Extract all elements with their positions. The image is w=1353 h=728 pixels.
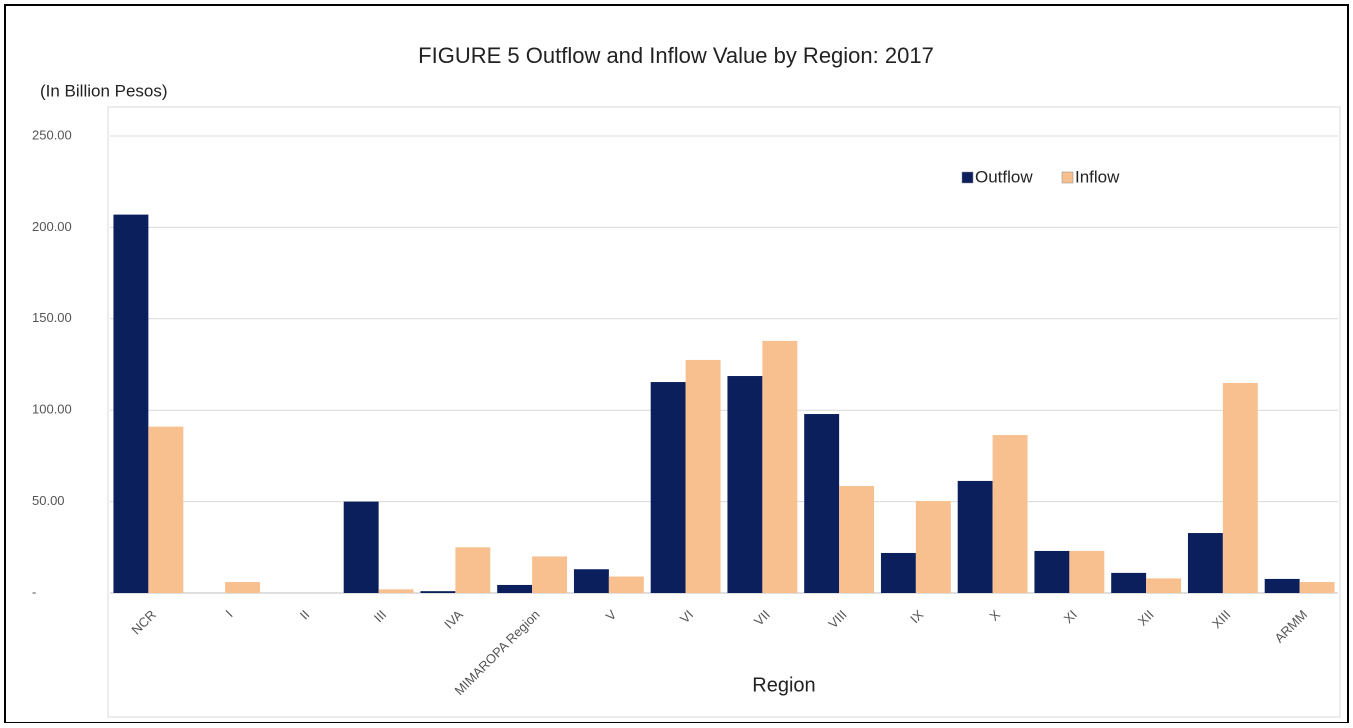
bar <box>685 359 721 593</box>
bar <box>225 582 261 593</box>
y-tick-label: 100.00 <box>32 402 72 417</box>
bar <box>1264 578 1300 593</box>
x-tick-label: MIMAROPA Region <box>452 607 543 698</box>
y-tick-label: - <box>32 584 36 599</box>
bar <box>1146 578 1182 593</box>
x-tick-label: VII <box>751 607 773 629</box>
bar <box>343 501 379 593</box>
bar <box>1187 533 1223 593</box>
y-tick-label: 50.00 <box>32 493 65 508</box>
y-tick-label: 200.00 <box>32 219 72 234</box>
bar <box>804 414 840 593</box>
bar <box>762 340 798 593</box>
bar <box>608 576 644 593</box>
bar <box>1222 382 1258 593</box>
bar <box>1069 550 1105 593</box>
legend-label: Inflow <box>1075 167 1120 186</box>
bar <box>497 584 533 593</box>
x-tick-label: XI <box>1061 607 1080 626</box>
plot-border <box>107 106 1341 718</box>
chart-title: FIGURE 5 Outflow and Inflow Value by Reg… <box>418 43 934 68</box>
legend-swatch <box>1061 171 1074 184</box>
x-tick-label: I <box>223 607 236 620</box>
x-tick-label: NCR <box>128 607 159 638</box>
x-tick-label: XIII <box>1209 607 1233 631</box>
bar <box>650 382 686 593</box>
x-axis-label: Region <box>752 674 815 696</box>
bar <box>573 569 609 593</box>
bar <box>992 435 1028 593</box>
bar <box>113 214 149 593</box>
bar <box>1111 572 1147 593</box>
x-tick-label: X <box>986 607 1003 624</box>
bar <box>455 547 491 593</box>
x-tick-label: ARMM <box>1271 607 1310 646</box>
bar <box>378 589 414 593</box>
x-tick-label: V <box>603 607 620 624</box>
x-tick-label: II <box>297 607 313 623</box>
bar <box>727 376 763 593</box>
y-axis-label: (In Billion Pesos) <box>40 81 168 100</box>
legend-label: Outflow <box>975 167 1033 186</box>
legend-swatch <box>961 171 974 184</box>
x-tick-label: VIII <box>825 607 849 631</box>
bar <box>957 480 993 593</box>
y-tick-label: 150.00 <box>32 310 72 325</box>
x-tick-label: XII <box>1135 607 1157 629</box>
bar <box>420 591 456 593</box>
bar <box>532 556 568 593</box>
x-tick-label: III <box>371 607 389 625</box>
x-tick-label: VI <box>677 607 696 626</box>
x-tick-label: IX <box>907 607 927 627</box>
bar <box>880 552 916 593</box>
bar <box>1299 582 1335 593</box>
x-tick-label: IVA <box>441 607 466 632</box>
y-tick-label: 250.00 <box>32 127 72 142</box>
bar <box>839 486 875 593</box>
bar <box>915 501 951 593</box>
bar <box>148 426 184 593</box>
bar <box>1034 550 1070 593</box>
